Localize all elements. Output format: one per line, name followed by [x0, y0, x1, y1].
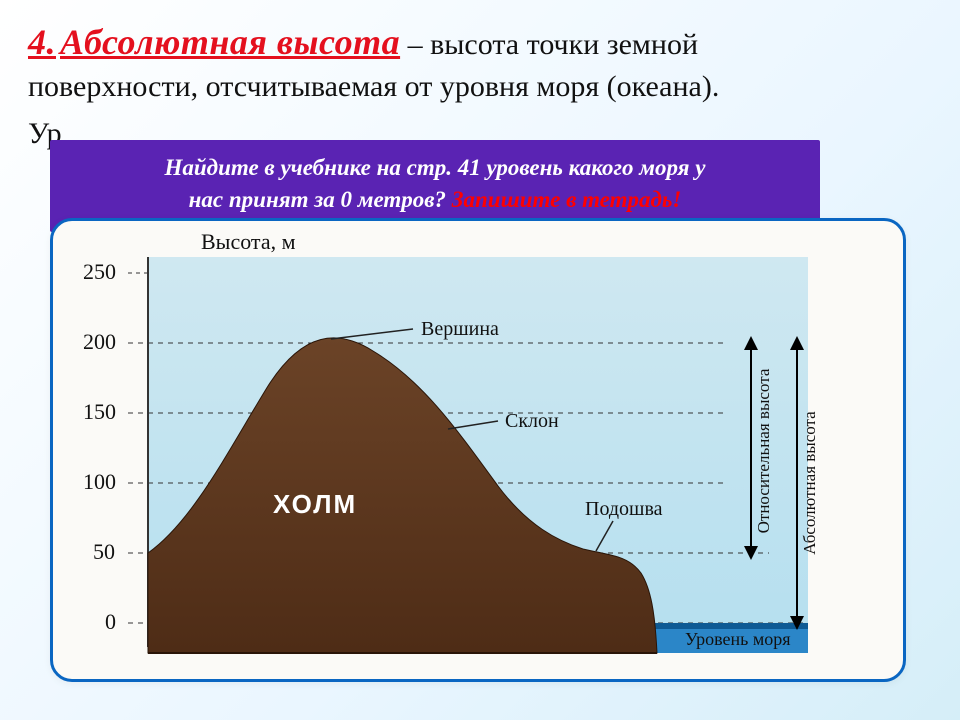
slide: 4. Абсолютная высота – высота точки земн… — [0, 0, 960, 720]
callout-imperative: Запишите в тетрадь! — [452, 187, 682, 212]
tick-150: 150 — [83, 399, 116, 424]
tick-250: 250 — [83, 259, 116, 284]
tick-200: 200 — [83, 329, 116, 354]
tick-50: 50 — [93, 539, 115, 564]
title-def-2: поверхности, отсчитываемая от уровня мор… — [28, 67, 932, 108]
label-sea-level: Уровень моря — [685, 629, 791, 649]
title-number: 4. — [28, 22, 56, 62]
title-term: Абсолютная высота — [60, 22, 400, 62]
label-absolute: Абсолютная высота — [800, 411, 819, 555]
title-def-1: – высота точки земной — [400, 28, 698, 61]
label-relative: Относительная высота — [754, 368, 773, 533]
callout-line2a: нас принят за 0 метров? — [189, 187, 452, 212]
label-peak: Вершина — [421, 318, 499, 340]
diagram-frame: Высота, м 250 200 150 100 50 — [50, 218, 906, 682]
label-foot: Подошва — [585, 498, 663, 520]
title-block: 4. Абсолютная высота – высота точки земн… — [0, 0, 960, 111]
hill-label: ХОЛМ — [273, 489, 357, 519]
tick-100: 100 — [83, 469, 116, 494]
callout-line1: Найдите в учебнике на стр. 41 уровень ка… — [72, 152, 798, 184]
diagram-svg: Высота, м 250 200 150 100 50 — [53, 221, 906, 682]
axis-title: Высота, м — [201, 229, 296, 254]
tick-0: 0 — [105, 609, 116, 634]
label-slope: Склон — [505, 410, 559, 432]
